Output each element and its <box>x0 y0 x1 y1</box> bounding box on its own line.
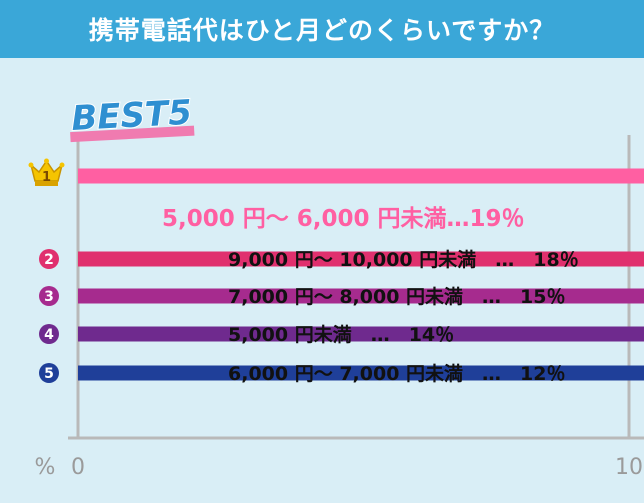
bar <box>78 326 644 342</box>
rank-badge: 5 <box>39 363 59 383</box>
bar-value-label: 5,000 円未満 … 14％ <box>228 323 454 346</box>
x-axis-ticks: 010203040506070% <box>35 455 643 480</box>
rank-badge: 2 <box>39 249 59 269</box>
bar <box>78 365 644 381</box>
bar-value-label: 7,000 円～ 8,000 円未満 … 15％ <box>228 285 565 308</box>
rank-number: 5 <box>44 366 54 382</box>
best5-underline <box>70 125 195 143</box>
bar-value-label: 9,000 円～ 10,000 円未満 … 18％ <box>228 248 579 271</box>
rank-badges: 1 2 3 4 5 <box>28 158 65 383</box>
rank-badge: 3 <box>39 286 59 306</box>
rank-number: 3 <box>44 289 54 305</box>
best5-badge: BEST5 <box>69 92 195 143</box>
gridlines <box>68 135 644 440</box>
x-axis-label: % <box>35 455 56 480</box>
bars <box>78 168 644 381</box>
x-tick-label: 0 <box>71 455 85 480</box>
top-rank-label: 5,000 円～ 6,000 円未満…19％ <box>162 206 525 232</box>
bar <box>78 288 644 304</box>
best5-label: BEST5 <box>70 93 192 139</box>
rank-badge: 4 <box>39 324 59 344</box>
bar <box>78 251 644 267</box>
bar <box>78 168 644 184</box>
rank-number: 4 <box>44 327 54 343</box>
rank-number: 1 <box>42 170 51 185</box>
page-title: 携帯電話代はひと月どのくらいですか？ <box>88 16 556 45</box>
bar-value-label: 6,000 円～ 7,000 円未満 … 12％ <box>228 362 565 385</box>
header-bar: 携帯電話代はひと月どのくらいですか？ <box>0 0 644 58</box>
crown-icon: 1 <box>28 158 65 186</box>
bar-labels: 5,000 円～ 6,000 円未満…19％ 9,000 円～ 10,000 円未… <box>162 206 579 385</box>
rank-number: 2 <box>44 252 54 268</box>
x-tick-label: 10 <box>615 455 643 480</box>
